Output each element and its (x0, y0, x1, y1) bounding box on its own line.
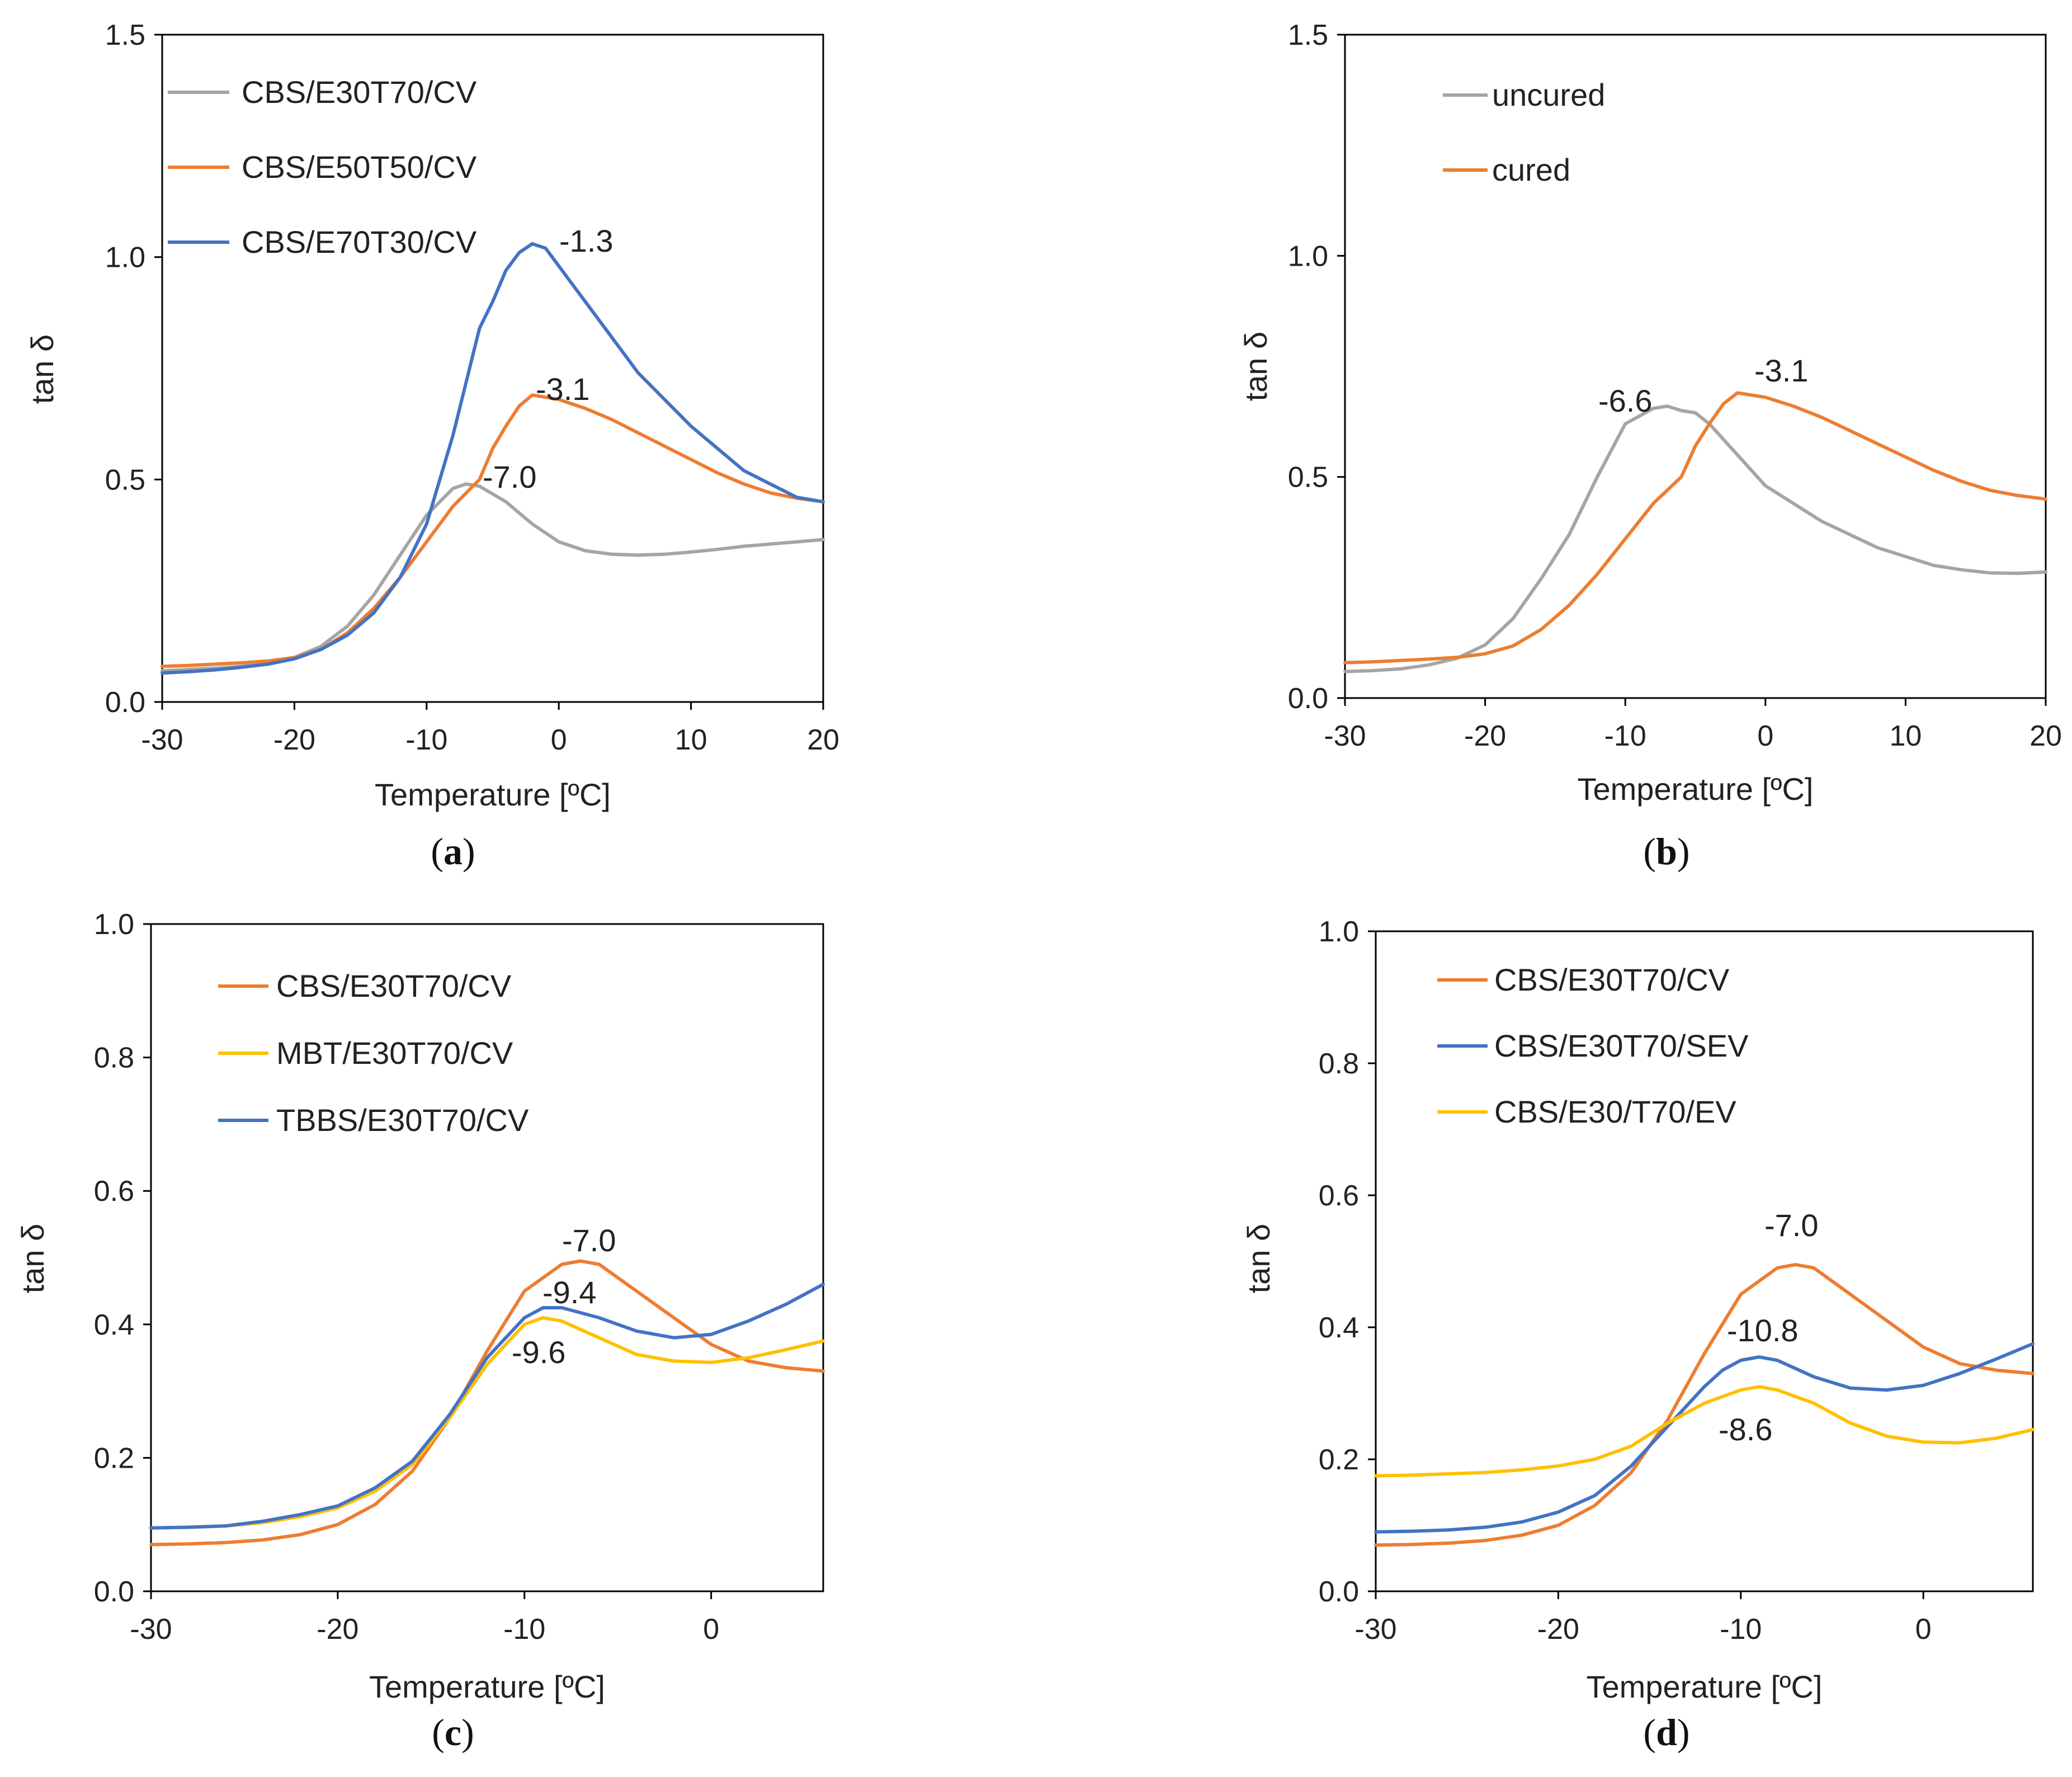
x-tick-label-c: -10 (503, 1613, 545, 1646)
y-tick-label-d: 0.4 (1319, 1312, 1359, 1344)
y-tick-label-d: 0.8 (1319, 1048, 1359, 1080)
chart-panel-c: 0.0 0.2 0.4 0.6 0.8 1.0 -30 -20 -10 0 Temperature … (15, 908, 825, 1754)
y-tick-label-b: 1.0 (1288, 240, 1328, 272)
series-line-d-2 (1374, 1342, 2035, 1534)
peak-annotation-a-1: -1.3 (559, 223, 613, 258)
peak-annotation-b-1: -6.6 (1598, 383, 1653, 418)
legend-label-d-2: CBS/E30T70/SEV (1494, 1028, 1749, 1063)
y-tick-label-c: 0.6 (94, 1175, 134, 1208)
series-line-d-3 (1374, 1385, 2035, 1478)
y-tick-label-c: 0.8 (94, 1042, 134, 1074)
series-line-a-2 (161, 393, 825, 668)
peak-annotation-b-2: -3.1 (1754, 353, 1809, 388)
y-tick-label-c: 0.2 (94, 1442, 134, 1474)
x-tick-label-d: -30 (1354, 1613, 1396, 1646)
legend-label-a-2: CBS/E50T50/CV (242, 149, 477, 185)
y-tick-label-d: 0.0 (1319, 1576, 1359, 1608)
y-tick-label-d: 0.6 (1319, 1180, 1359, 1212)
peak-annotation-c-1: -7.0 (562, 1223, 616, 1258)
peak-annotation-a-2: -3.1 (536, 371, 590, 407)
series-line-c-3 (149, 1283, 825, 1530)
peak-annotation-d-2: -10.8 (1727, 1313, 1799, 1348)
peak-annotation-d-3: -8.6 (1719, 1412, 1773, 1447)
y-tick-label-b: 1.5 (1288, 19, 1328, 51)
plot-frame-b (1344, 34, 2047, 699)
plot-frame-d (1375, 930, 2034, 1592)
x-tick-label-a: 0 (551, 724, 567, 756)
series-line-a-3 (161, 242, 825, 675)
legend-label-c-1: CBS/E30T70/CV (276, 968, 512, 1003)
y-tick-label-a: 0.0 (105, 686, 145, 719)
y-tick-label-d: 1.0 (1319, 916, 1359, 948)
x-tick-label-b: 20 (2029, 720, 2062, 752)
series-line-c-1 (149, 1259, 825, 1547)
x-axis-title-d: Temperature [ºC] (1587, 1669, 1823, 1704)
y-tick-label-c: 0.0 (94, 1576, 134, 1608)
x-tick-label-b: -20 (1464, 720, 1506, 752)
x-tick-label-d: -10 (1720, 1613, 1762, 1646)
chart-panel-a: 0.0 0.5 1.0 1.5 -30 -20 -10 0 10 20 Temperature [º… (25, 19, 839, 873)
y-tick-label-a: 1.5 (105, 19, 145, 51)
y-tick-label-b: 0.0 (1288, 682, 1328, 715)
y-axis-title-d: tan δ (1241, 1224, 1276, 1294)
legend-label-d-3: CBS/E30/T70/EV (1494, 1094, 1736, 1129)
y-tick-label-d: 0.2 (1319, 1444, 1359, 1476)
series-line-d-1 (1374, 1262, 2035, 1547)
y-axis-title-b: tan δ (1238, 332, 1273, 402)
series-line-a-1 (161, 482, 825, 673)
x-tick-label-b: 10 (1889, 720, 1922, 752)
legend-label-c-2: MBT/E30T70/CV (276, 1035, 513, 1071)
x-tick-label-b: 0 (1757, 720, 1773, 752)
x-axis-title-b: Temperature [ºC] (1578, 771, 1814, 807)
legend-label-a-3: CBS/E70T30/CV (242, 224, 477, 260)
x-axis-title-c: Temperature [ºC] (369, 1669, 605, 1704)
y-tick-label-c: 1.0 (94, 908, 134, 941)
legend-label-b-1: uncured (1492, 77, 1605, 112)
y-tick-label-b: 0.5 (1288, 461, 1328, 494)
x-tick-label-a: -30 (141, 724, 183, 756)
x-tick-label-d: 0 (1915, 1613, 1932, 1646)
peak-annotation-a-3: -7.0 (483, 459, 537, 494)
y-tick-label-a: 1.0 (105, 242, 145, 274)
legend-label-d-1: CBS/E30T70/CV (1494, 962, 1730, 997)
y-tick-label-c: 0.4 (94, 1309, 134, 1341)
peak-annotation-c-3: -9.6 (512, 1335, 566, 1370)
plot-frame-c (150, 923, 824, 1592)
chart-panel-d: 0.0 0.2 0.4 0.6 0.8 1.0 -30 -20 -10 0 Temperature … (1241, 916, 2035, 1754)
x-tick-label-b: -10 (1604, 720, 1646, 752)
y-axis-title-a: tan δ (25, 334, 60, 404)
panel-caption-b: (b) (1643, 830, 1689, 873)
peak-annotation-c-2: -9.4 (542, 1275, 597, 1310)
x-tick-label-a: -20 (273, 724, 315, 756)
x-tick-label-a: -10 (405, 724, 447, 756)
x-tick-label-a: 10 (675, 724, 707, 756)
panel-caption-a: (a) (431, 830, 475, 873)
y-tick-label-a: 0.5 (105, 464, 145, 496)
x-tick-label-c: 0 (703, 1613, 719, 1646)
chart-panel-b: 0.0 0.5 1.0 1.5 -30 -20 -10 0 10 20 Temperature [º… (1238, 19, 2062, 873)
panel-caption-d: (d) (1643, 1711, 1689, 1754)
legend-label-b-2: cured (1492, 152, 1570, 187)
legend-label-a-1: CBS/E30T70/CV (242, 74, 477, 110)
y-axis-title-c: tan δ (15, 1224, 50, 1294)
series-line-b-1 (1343, 404, 2047, 673)
legend-label-c-3: TBBS/E30T70/CV (276, 1102, 529, 1138)
x-tick-label-b: -30 (1324, 720, 1366, 752)
x-tick-label-c: -20 (317, 1613, 358, 1646)
x-tick-label-a: 20 (807, 724, 839, 756)
x-axis-title-a: Temperature [ºC] (375, 777, 611, 812)
x-tick-label-d: -20 (1537, 1613, 1579, 1646)
series-line-b-2 (1343, 391, 2047, 664)
panel-caption-c: (c) (432, 1711, 474, 1754)
peak-annotation-d-1: -7.0 (1764, 1208, 1819, 1243)
x-tick-label-c: -30 (130, 1613, 172, 1646)
plot-frame-a (161, 34, 824, 703)
